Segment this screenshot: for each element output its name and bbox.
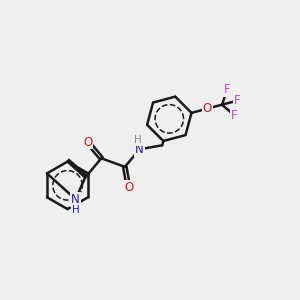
Text: O: O: [83, 136, 92, 148]
Text: F: F: [224, 83, 231, 96]
Text: H: H: [134, 135, 142, 146]
Text: N: N: [135, 143, 144, 156]
Text: N: N: [71, 193, 80, 206]
Text: F: F: [231, 109, 238, 122]
Text: O: O: [202, 102, 212, 115]
Text: O: O: [124, 181, 133, 194]
Text: H: H: [72, 206, 80, 215]
Text: F: F: [234, 94, 241, 107]
